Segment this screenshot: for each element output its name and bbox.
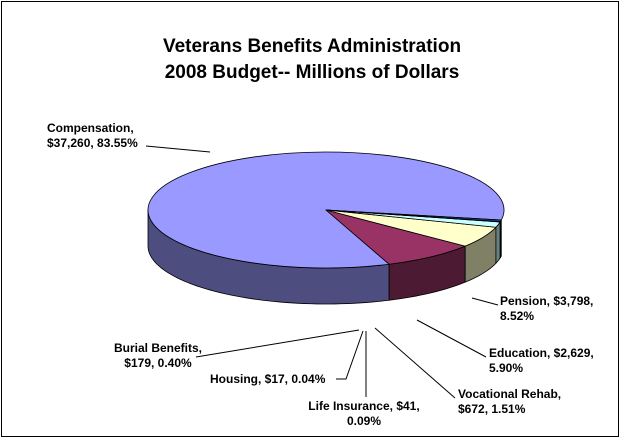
slice-label-life-insurance: Life Insurance, $41, 0.09% <box>308 399 419 428</box>
slice-labels: Compensation, $37,260, 83.55% Pension, $3,… <box>47 121 594 428</box>
slice-label-line: Pension, $3,798, <box>500 294 593 308</box>
slice-label-line: $179, 0.40% <box>124 356 192 370</box>
chart-title-line-2: 2008 Budget-- Millions of Dollars <box>165 62 460 83</box>
chart-title-line-1: Veterans Benefits Administration <box>163 36 461 57</box>
slice-label-line: Life Insurance, $41, <box>308 399 419 413</box>
slice-label-compensation: Compensation, $37,260, 83.55% <box>47 121 138 150</box>
leader-line-burial-benefits <box>195 329 360 358</box>
slice-label-vocational-rehab: Vocational Rehab, $672, 1.51% <box>458 387 561 416</box>
slice-side-vocational-rehab <box>495 221 501 264</box>
slice-label-line: 5.90% <box>489 361 523 375</box>
leader-line-housing <box>336 330 364 380</box>
label-leader-lines <box>145 145 499 399</box>
slice-burial-benefits <box>325 209 502 222</box>
slice-label-line: 0.09% <box>347 414 381 428</box>
pie-slices <box>147 151 505 305</box>
slice-label-pension: Pension, $3,798, 8.52% <box>500 294 593 323</box>
slice-label-line: $672, 1.51% <box>458 402 526 416</box>
slice-label-line: Compensation, <box>47 121 134 135</box>
slice-pension <box>325 209 466 265</box>
slice-label-line: Burial Benefits, <box>114 341 202 355</box>
slice-label-burial-benefits: Burial Benefits, $179, 0.40% <box>114 341 202 370</box>
slice-compensation <box>147 151 505 269</box>
slice-label-line: Education, $2,629, <box>489 346 594 360</box>
leader-line-education <box>416 319 487 358</box>
slice-label-housing: Housing, $17, 0.04% <box>210 372 326 386</box>
leader-line-pension <box>471 297 499 306</box>
slice-label-line: Vocational Rehab, <box>458 387 561 401</box>
slice-label-line: 8.52% <box>500 309 534 323</box>
leader-line-compensation <box>145 145 211 153</box>
slice-side-burial-benefits <box>500 219 502 258</box>
slice-label-line: $37,260, 83.55% <box>47 136 138 150</box>
slice-label-education: Education, $2,629, 5.90% <box>489 346 594 375</box>
leader-line-vocational-rehab <box>374 327 456 399</box>
slice-label-line: Housing, $17, 0.04% <box>210 372 326 386</box>
